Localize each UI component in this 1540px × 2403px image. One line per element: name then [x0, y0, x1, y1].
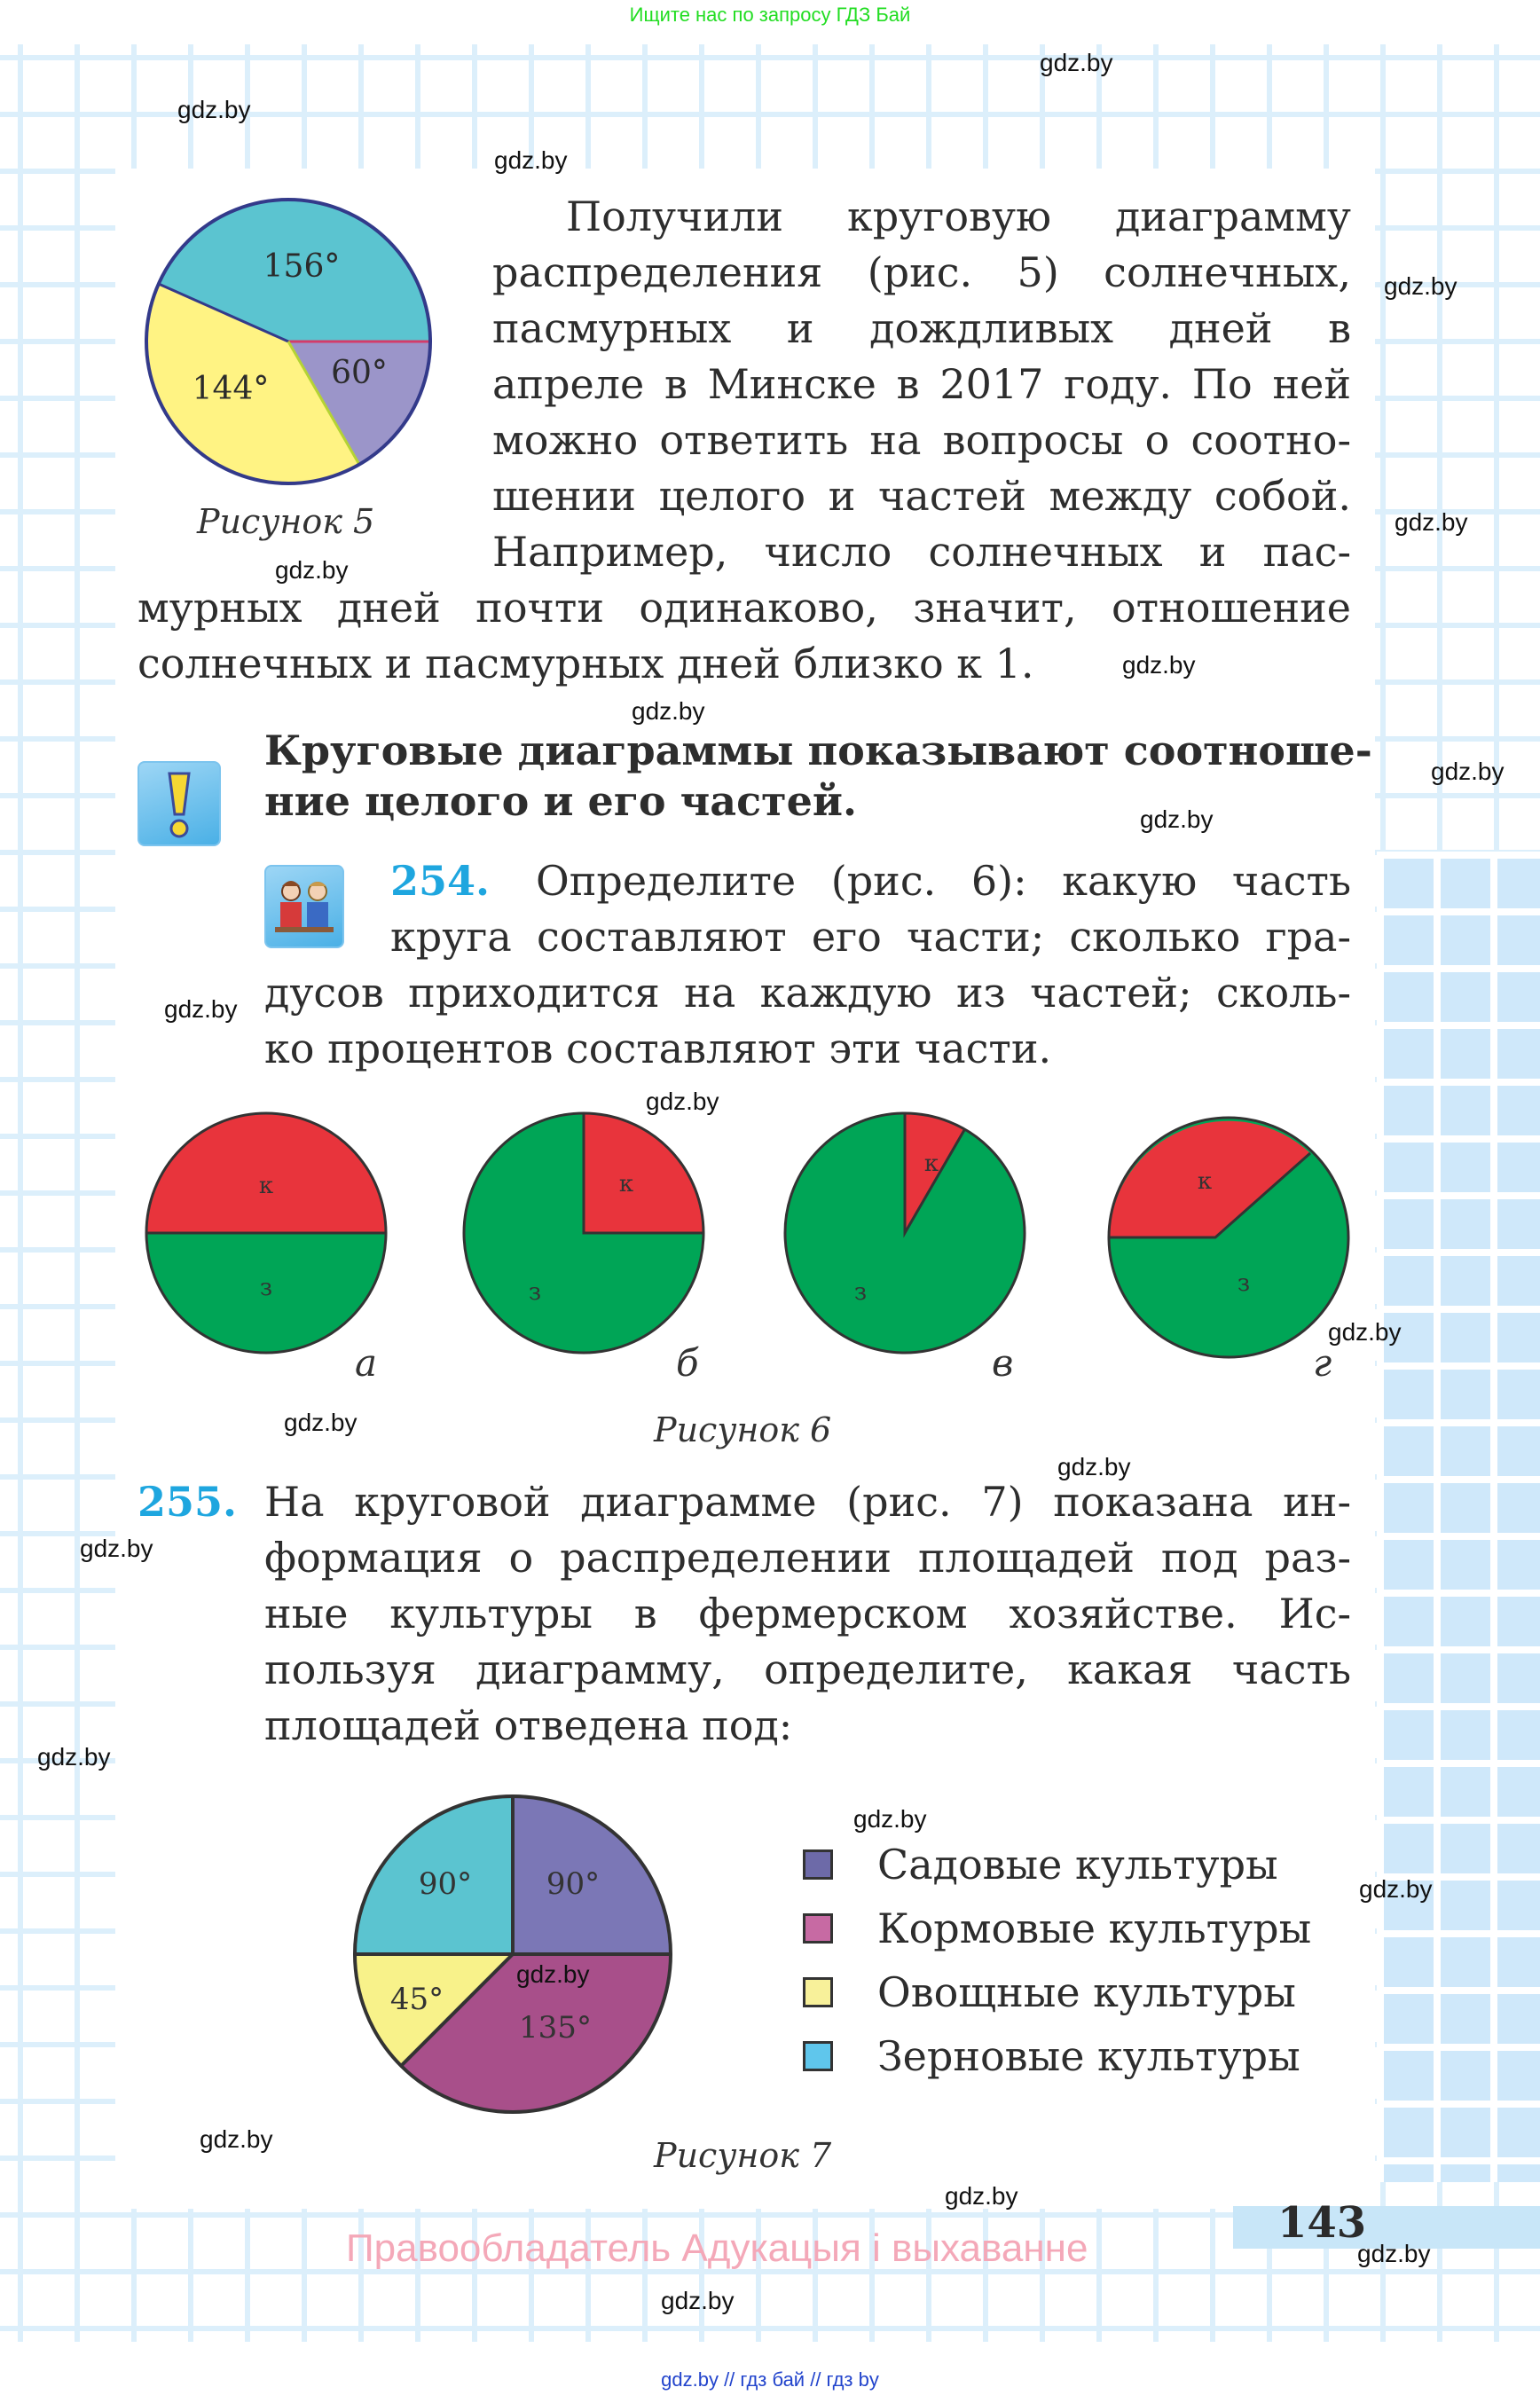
figure6-letter-b: б — [676, 1341, 699, 1385]
svg-text:144°: 144° — [192, 371, 270, 407]
svg-text:к: к — [259, 1173, 273, 1199]
grid-margin-fill — [1377, 852, 1540, 2182]
watermark: gdz.by — [177, 96, 251, 123]
figure6-pie-v: к з — [783, 1111, 1026, 1355]
legend-swatch-vegetable — [803, 1977, 833, 2007]
svg-text:з: з — [529, 1279, 541, 1306]
rule-line-1: Круговые диаграммы показывают соотноше- — [264, 726, 1372, 774]
page-number-bar — [1233, 2206, 1540, 2249]
intro-line-7: Например, число солнечных и пас- — [492, 528, 1351, 576]
watermark: gdz.by — [275, 556, 349, 584]
svg-text:к: к — [924, 1150, 939, 1177]
watermark: gdz.by — [646, 1088, 719, 1115]
slice-vegetable — [355, 1954, 513, 2066]
legend-swatch-fodder — [803, 1913, 833, 1944]
watermark: gdz.by — [632, 697, 705, 725]
task255-line-3: ные культуры в фермерском хозяйстве. Ис- — [264, 1590, 1351, 1637]
task254-line-4: ко процентов составляют эти части. — [264, 1025, 1052, 1072]
legend-item-fodder: Кормовые культуры — [803, 1902, 1311, 1955]
figure6-letter-g: г — [1313, 1341, 1332, 1385]
intro-line-5: можно ответить на вопросы о соотно- — [492, 416, 1351, 464]
intro-line-6: шении целого и частей между собой. — [492, 472, 1351, 520]
task255-line-5: площадей отведена под: — [264, 1701, 793, 1749]
figure6-pie-a: к з — [145, 1111, 388, 1355]
figure6-pie-b: к з — [462, 1111, 705, 1355]
figure6-letter-v: в — [992, 1341, 1014, 1385]
svg-text:90°: 90° — [419, 1866, 472, 1902]
watermark: gdz.by — [284, 1409, 358, 1436]
legend-item-garden: Садовые культуры — [803, 1838, 1278, 1891]
intro-line-3: пасмурных и дождливых дней в — [492, 304, 1351, 352]
watermark: gdz.by — [1431, 758, 1505, 785]
svg-text:з: з — [854, 1279, 867, 1306]
task254-line-1: Определите (рис. 6): какую часть — [536, 857, 1351, 905]
slice-cloudy — [145, 284, 359, 484]
watermark: gdz.by — [1357, 2240, 1431, 2267]
watermark: gdz.by — [164, 995, 238, 1023]
watermark: gdz.by — [945, 2182, 1018, 2210]
intro-line-2: распределения (рис. 5) солнечных, — [492, 248, 1351, 296]
legend-swatch-grain — [803, 2041, 833, 2071]
legend-item-grain: Зерновые культуры — [803, 2030, 1300, 2083]
watermark: gdz.by — [1040, 49, 1113, 76]
watermark: gdz.by — [853, 1805, 927, 1833]
task254-number: 254. — [390, 857, 491, 905]
intro-line-4: апреле в Минске в 2017 году. По ней — [492, 360, 1351, 408]
slice-garden — [513, 1796, 671, 1954]
legend-item-vegetable: Овощные культуры — [803, 1966, 1296, 2019]
slice-fodder — [401, 1954, 671, 2113]
figure6-letter-a: а — [355, 1341, 378, 1385]
task254-line-2: круга составляют его части; сколько гра- — [390, 913, 1351, 961]
task255-line-1: На круговой диаграмме (рис. 7) показана … — [264, 1478, 1351, 1526]
watermark: gdz.by — [37, 1743, 111, 1771]
task255-number: 255. — [138, 1478, 238, 1526]
intro-line-1: Получили круговую диаграмму — [566, 192, 1351, 240]
svg-text:з: з — [260, 1275, 272, 1301]
slice-grain — [355, 1796, 513, 1954]
svg-text:135°: 135° — [519, 2010, 592, 2046]
svg-text:156°: 156° — [263, 248, 341, 285]
watermark: gdz.by — [494, 146, 568, 174]
watermark: gdz.by — [80, 1535, 153, 1562]
svg-text:60°: 60° — [331, 355, 388, 391]
watermark: gdz.by — [200, 2125, 273, 2153]
task255-line-4: пользуя диаграмму, определите, какая час… — [264, 1645, 1351, 1693]
watermark: gdz.by — [1395, 508, 1468, 536]
figure6-caption: Рисунок 6 — [654, 1410, 832, 1449]
svg-text:з: з — [1238, 1270, 1250, 1297]
svg-text:90°: 90° — [546, 1866, 600, 1902]
svg-text:45°: 45° — [390, 1982, 444, 2017]
watermark: gdz.by — [516, 1960, 590, 1988]
footer-links[interactable]: gdz.by // гдз бай // гдз by — [661, 2368, 879, 2391]
exclamation-icon — [138, 761, 221, 846]
rule-line-2: ние целого и его частей. — [264, 777, 857, 825]
task254-line-3: дусов приходится на каждую из частей; ск… — [264, 969, 1351, 1017]
svg-text:к: к — [1198, 1168, 1212, 1195]
figure7-caption: Рисунок 7 — [654, 2136, 832, 2175]
page-number: 143 — [1277, 2198, 1367, 2248]
watermark: gdz.by — [1359, 1875, 1433, 1903]
figure6-pie-g: к з — [1107, 1116, 1350, 1359]
copyright-notice: Правообладатель Адукацыя і выхаванне — [346, 2226, 1088, 2270]
watermark: gdz.by — [1140, 805, 1214, 833]
watermark: gdz.by — [1122, 651, 1196, 679]
pair-work-icon — [264, 865, 344, 948]
intro-line-8: мурных дней почти одинаково, значит, отн… — [138, 584, 1351, 632]
watermark: gdz.by — [1384, 272, 1458, 300]
figure7-pie-chart: 90° 90° 45° 135° — [353, 1794, 672, 2114]
task255-line-2: формация о распределении площадей под ра… — [264, 1534, 1351, 1582]
watermark: gdz.by — [661, 2287, 735, 2314]
watermark: gdz.by — [1328, 1318, 1402, 1346]
slice-sunny — [158, 200, 431, 342]
top-banner[interactable]: Ищите нас по запросу ГДЗ Бай — [629, 4, 911, 26]
figure5-pie-chart: 156° 144° 60° — [145, 198, 432, 485]
watermark: gdz.by — [1057, 1453, 1131, 1480]
intro-line-9: солнечных и пасмурных дней близко к 1. — [138, 640, 1034, 687]
legend-swatch-garden — [803, 1849, 833, 1880]
svg-text:к: к — [619, 1171, 633, 1198]
figure5-caption: Рисунок 5 — [197, 502, 375, 541]
